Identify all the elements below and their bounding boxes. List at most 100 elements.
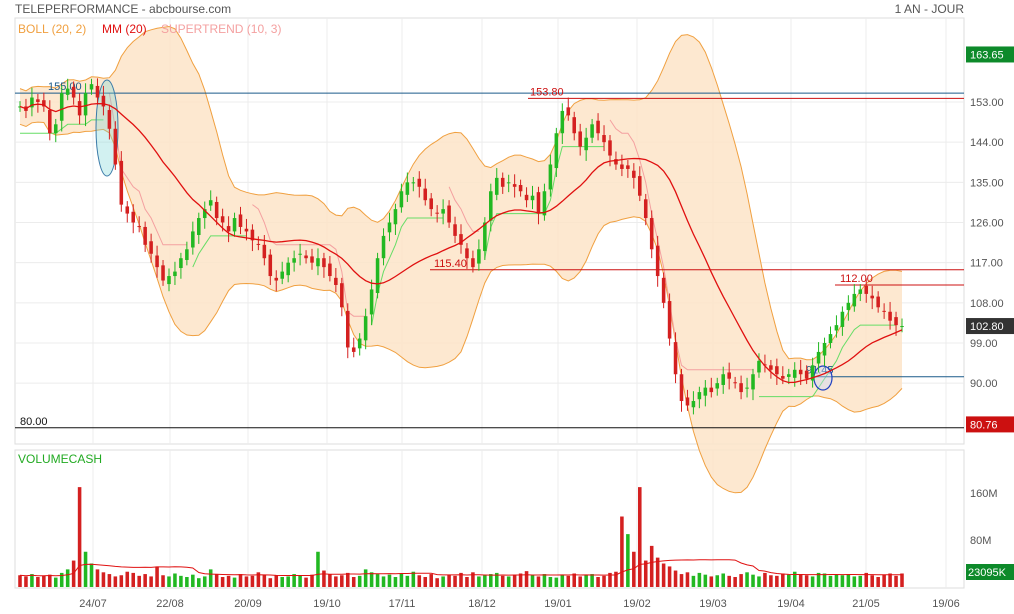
candle-body [322,258,326,268]
supertrend-segment [448,186,479,232]
volume-bar [697,572,702,587]
candle-body [42,100,46,107]
chart-title: TELEPERFORMANCE - abcbourse.com [15,2,231,16]
legend-boll: BOLL (20, 2) [18,22,86,36]
candle-body [685,397,690,406]
volume-bar [846,574,851,587]
candle-body [238,214,243,227]
candle-body [310,256,314,263]
volume-bar [345,572,350,587]
x-tick-label: 20/09 [234,598,262,610]
candle-body [530,195,535,201]
volume-bar [792,571,797,587]
volume-bar [864,572,869,587]
volume-bar [453,575,457,587]
volume-bar [119,575,124,587]
candle-body [858,289,863,294]
candlesticks [18,78,904,415]
volume-bar [494,572,499,587]
volume-bar [185,577,189,587]
volume-bar [357,575,362,587]
candle-body [471,258,475,268]
candle-body [357,338,362,349]
candle-body [673,342,678,375]
candle-body [506,182,511,184]
volume-bar [709,576,714,587]
volume-bar [411,571,416,587]
candle-body [185,249,189,260]
candle-body [375,258,380,294]
candle-body [781,376,785,379]
candle-body [518,185,523,192]
price-tag-label: 163.65 [970,49,1004,61]
candle-body [638,176,642,196]
volume-bar [101,572,106,587]
volume-bar [232,577,237,587]
y-tick-label: 99.00 [970,338,998,350]
candle-body [500,177,505,187]
candle-body [834,325,839,331]
candle-body [840,311,845,327]
volume-bar [524,571,529,587]
volume-bar [655,557,660,587]
volume-ma-line [19,559,902,577]
candle-body [614,159,618,165]
volume-tick-label: 80M [970,535,991,547]
candle-body [447,205,451,223]
volume-bar [536,576,541,587]
candle-body [489,191,493,221]
volume-tag [966,564,1014,580]
candle-body [131,211,136,223]
candle-body [417,178,422,187]
volume-bar [459,572,463,587]
volume-panel-frame [14,449,965,589]
volume-bar [786,574,791,587]
volume-bar [500,575,505,587]
volume-bar [804,575,809,587]
candle-body [286,262,290,276]
volume-bar [316,551,320,587]
candle-body [757,360,761,373]
axes: 99.00 108.00 117.00 126.00 135.00 144.00 153.0… [79,46,1014,610]
volume-bar [691,575,696,587]
volume-bar [477,576,481,587]
volume-bar [769,575,773,587]
candle-body [369,289,374,315]
price-tag [966,416,1014,433]
candle-body [53,124,58,134]
volume-bar [95,569,100,587]
volume-bar [65,569,70,587]
volume-bar [226,575,231,587]
volume-bar [483,575,487,587]
volume-bar [155,566,159,587]
volume-bar [816,572,821,587]
y-tick-label: 135.00 [970,177,1004,189]
volume-bar [471,572,475,587]
volume-bar [405,575,410,587]
candle-body [816,351,821,364]
candle-body [363,316,368,341]
candle-body [798,369,803,375]
volume-bar [399,573,404,587]
level-label: 80.00 [20,416,48,428]
candle-body [268,254,273,277]
volume-bar [822,573,827,587]
volume-bar [423,577,428,587]
volume-bar [268,578,273,587]
candle-body [292,258,296,263]
volume-bar [447,574,451,587]
volume-bar [191,574,195,587]
candle-body [786,374,791,377]
volume-bar [489,574,493,587]
x-tick-label: 19/02 [623,598,651,610]
x-tick-label: 19/10 [313,598,341,610]
x-tick-label: 19/03 [699,598,727,610]
x-tick-label: 22/08 [156,598,184,610]
legend-supertrend: SUPERTREND (10, 3) [161,22,281,36]
candle-body [477,249,481,264]
candle-body [208,200,213,206]
volume-bar [661,563,666,587]
volume-bar [727,575,731,587]
volume-bar [143,574,147,587]
